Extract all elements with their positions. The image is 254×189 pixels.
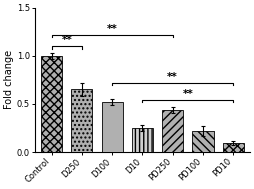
Y-axis label: Fold change: Fold change [4,50,14,109]
Bar [223,143,244,152]
Bar [162,110,183,152]
Text: **: ** [107,24,118,34]
Bar [71,89,92,152]
Text: **: ** [61,35,72,45]
Bar [132,128,153,152]
Bar [192,131,214,152]
Bar [41,56,62,152]
Text: **: ** [167,72,178,82]
Bar [102,102,123,152]
Text: **: ** [182,89,193,99]
